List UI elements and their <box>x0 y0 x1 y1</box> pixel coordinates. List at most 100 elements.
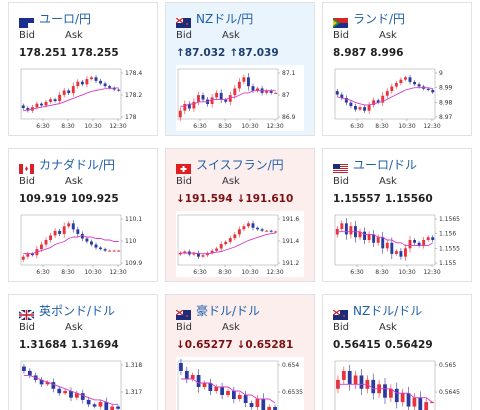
candle-body <box>228 95 232 102</box>
rate-card[interactable]: ユーロ/円 Bid Ask 178.251 178.255 178.4 178.2 178 6:… <box>8 2 158 136</box>
candlestick-chart[interactable]: 178.4 178.2 178 6:30 8:30 10:30 12:30 <box>19 65 147 131</box>
candle-body <box>399 79 403 84</box>
rate-card[interactable]: 豪ドル/ドルBidAsk↓0.65277↓0.652810.6540.65350… <box>165 294 315 410</box>
candlestick-chart[interactable]: 191.6 191.4 191.2 6:30 8:30 10:30 12:30 <box>176 211 304 277</box>
candle-body <box>104 402 109 410</box>
x-tick-label: 8:30 <box>61 123 75 130</box>
rate-card[interactable]: ユーロ/ドル Bid Ask 1.15557 1.15560 1.1565 1.156 1.1… <box>322 148 472 282</box>
plot-frame <box>334 214 436 266</box>
candle-body <box>192 252 196 255</box>
x-tick-label: 6:30 <box>36 123 50 130</box>
candle-body <box>404 77 407 80</box>
candle-body <box>49 99 52 102</box>
candle-body <box>394 251 398 254</box>
x-tick-label: 6:30 <box>350 123 364 130</box>
card-title[interactable]: NZドル/ドル <box>332 301 423 320</box>
candle-body <box>58 94 62 102</box>
rate-card[interactable]: スイスフラン/円 Bid Ask ↓191.594 ↓191.610 191.6 191.4… <box>165 148 315 282</box>
candle-body <box>274 231 278 233</box>
card-title[interactable]: 英ポンド/ドル <box>18 301 116 321</box>
candle-body <box>116 406 120 409</box>
quote-values: 178.251 178.255 <box>19 47 119 59</box>
candle-body <box>413 81 416 85</box>
plot-frame <box>177 68 279 120</box>
candle-body <box>103 249 107 251</box>
candle-body <box>99 80 102 84</box>
card-title[interactable]: NZドル/円 <box>175 9 254 28</box>
candle-body <box>363 107 366 111</box>
currency-pair-link[interactable]: 英ポンド/ドル <box>39 303 116 318</box>
candle-body <box>224 241 228 245</box>
candlestick-chart[interactable]: 87.1 87 86.9 6:30 8:30 10:30 12:30 <box>176 65 304 131</box>
candle-body <box>340 223 344 229</box>
candle-body <box>192 101 196 109</box>
currency-pair-link[interactable]: カナダドル/円 <box>39 157 116 172</box>
candle-body <box>80 393 85 400</box>
flag-nz-icon <box>175 13 191 28</box>
candle-body <box>44 240 48 245</box>
currency-pair-link[interactable]: ユーロ/円 <box>39 11 92 26</box>
currency-pair-link[interactable]: NZドル/ドル <box>353 303 423 318</box>
candle-body <box>256 227 259 230</box>
candlestick-chart[interactable]: 1.1565 1.156 1.1555 1.155 6:30 8:30 10:30 12:30 <box>333 211 461 277</box>
candle-body <box>417 242 421 246</box>
x-tick-label: 10:30 <box>84 269 101 276</box>
x-tick-label: 8:30 <box>218 269 232 276</box>
currency-pair-link[interactable]: NZドル/円 <box>196 11 254 26</box>
currency-pair-link[interactable]: ランド/円 <box>353 11 406 26</box>
card-title[interactable]: ユーロ/円 <box>19 9 92 28</box>
currency-pair-link[interactable]: スイスフラン/円 <box>196 157 284 172</box>
ask-label: Ask <box>65 176 83 187</box>
x-tick-label: 12:30 <box>266 269 283 276</box>
currency-pair-link[interactable]: ユーロ/ドル <box>353 157 418 172</box>
moving-average-line <box>337 231 433 247</box>
y-tick-label: 87.1 <box>282 70 296 77</box>
plot-frame <box>20 68 122 120</box>
card-title[interactable]: 豪ドル/ドル <box>175 301 261 320</box>
bid-value: ↓0.65277 <box>176 339 233 351</box>
rate-card[interactable]: ランド/円 Bid Ask 8.987 8.996 9 8.99 8.98 8.97 6:30 8:… <box>322 2 472 136</box>
candle-body <box>224 99 228 102</box>
card-title[interactable]: ランド/円 <box>333 9 406 28</box>
plot-frame <box>20 214 122 266</box>
candle-body <box>183 251 187 253</box>
x-tick-label: 8:30 <box>375 269 389 276</box>
candle-body <box>341 371 346 380</box>
candle-body <box>269 230 273 232</box>
candle-body <box>219 92 223 100</box>
y-tick-label: 110.1 <box>125 216 142 223</box>
candle-body <box>232 391 236 399</box>
candle-body <box>183 104 187 111</box>
y-tick-label: 110 <box>125 238 137 245</box>
y-tick-label: 0.565 <box>439 362 456 369</box>
rate-card[interactable]: カナダドル/円 Bid Ask 109.919 109.925 110.1 110 109.9… <box>8 148 158 282</box>
candle-body <box>197 252 200 257</box>
candle-body <box>94 77 98 81</box>
currency-pair-link[interactable]: 豪ドル/ドル <box>196 303 261 318</box>
card-title[interactable]: カナダドル/円 <box>19 155 116 174</box>
bid-value: ↓191.594 <box>176 193 233 205</box>
bid-label: Bid <box>333 322 349 333</box>
moving-average-line <box>23 235 119 255</box>
y-tick-label: 178.4 <box>125 70 142 77</box>
candle-body <box>201 255 205 257</box>
ask-value: 109.925 <box>70 193 119 205</box>
candle-body <box>408 240 412 249</box>
candle-body <box>251 223 255 228</box>
chart-svg: 9 8.99 8.98 8.97 6:30 8:30 10:30 12:30 <box>333 65 461 131</box>
candle-body <box>201 95 205 100</box>
y-tick-label: 86.9 <box>282 114 296 121</box>
candlestick-chart[interactable]: 9 8.99 8.98 8.97 6:30 8:30 10:30 12:30 <box>333 65 461 131</box>
card-title[interactable]: スイスフラン/円 <box>176 155 284 174</box>
candlestick-chart[interactable]: 110.1 110 109.9 6:30 8:30 10:30 12:30 <box>19 211 147 277</box>
ask-value: ↓191.610 <box>236 193 294 205</box>
card-title[interactable]: ユーロ/ドル <box>333 155 418 174</box>
candle-body <box>112 250 116 252</box>
candle-body <box>358 231 362 238</box>
rate-card[interactable]: NZドル/円 Bid Ask ↑87.032 ↑87.039 87.1 87 86.9 6:30… <box>165 2 315 136</box>
